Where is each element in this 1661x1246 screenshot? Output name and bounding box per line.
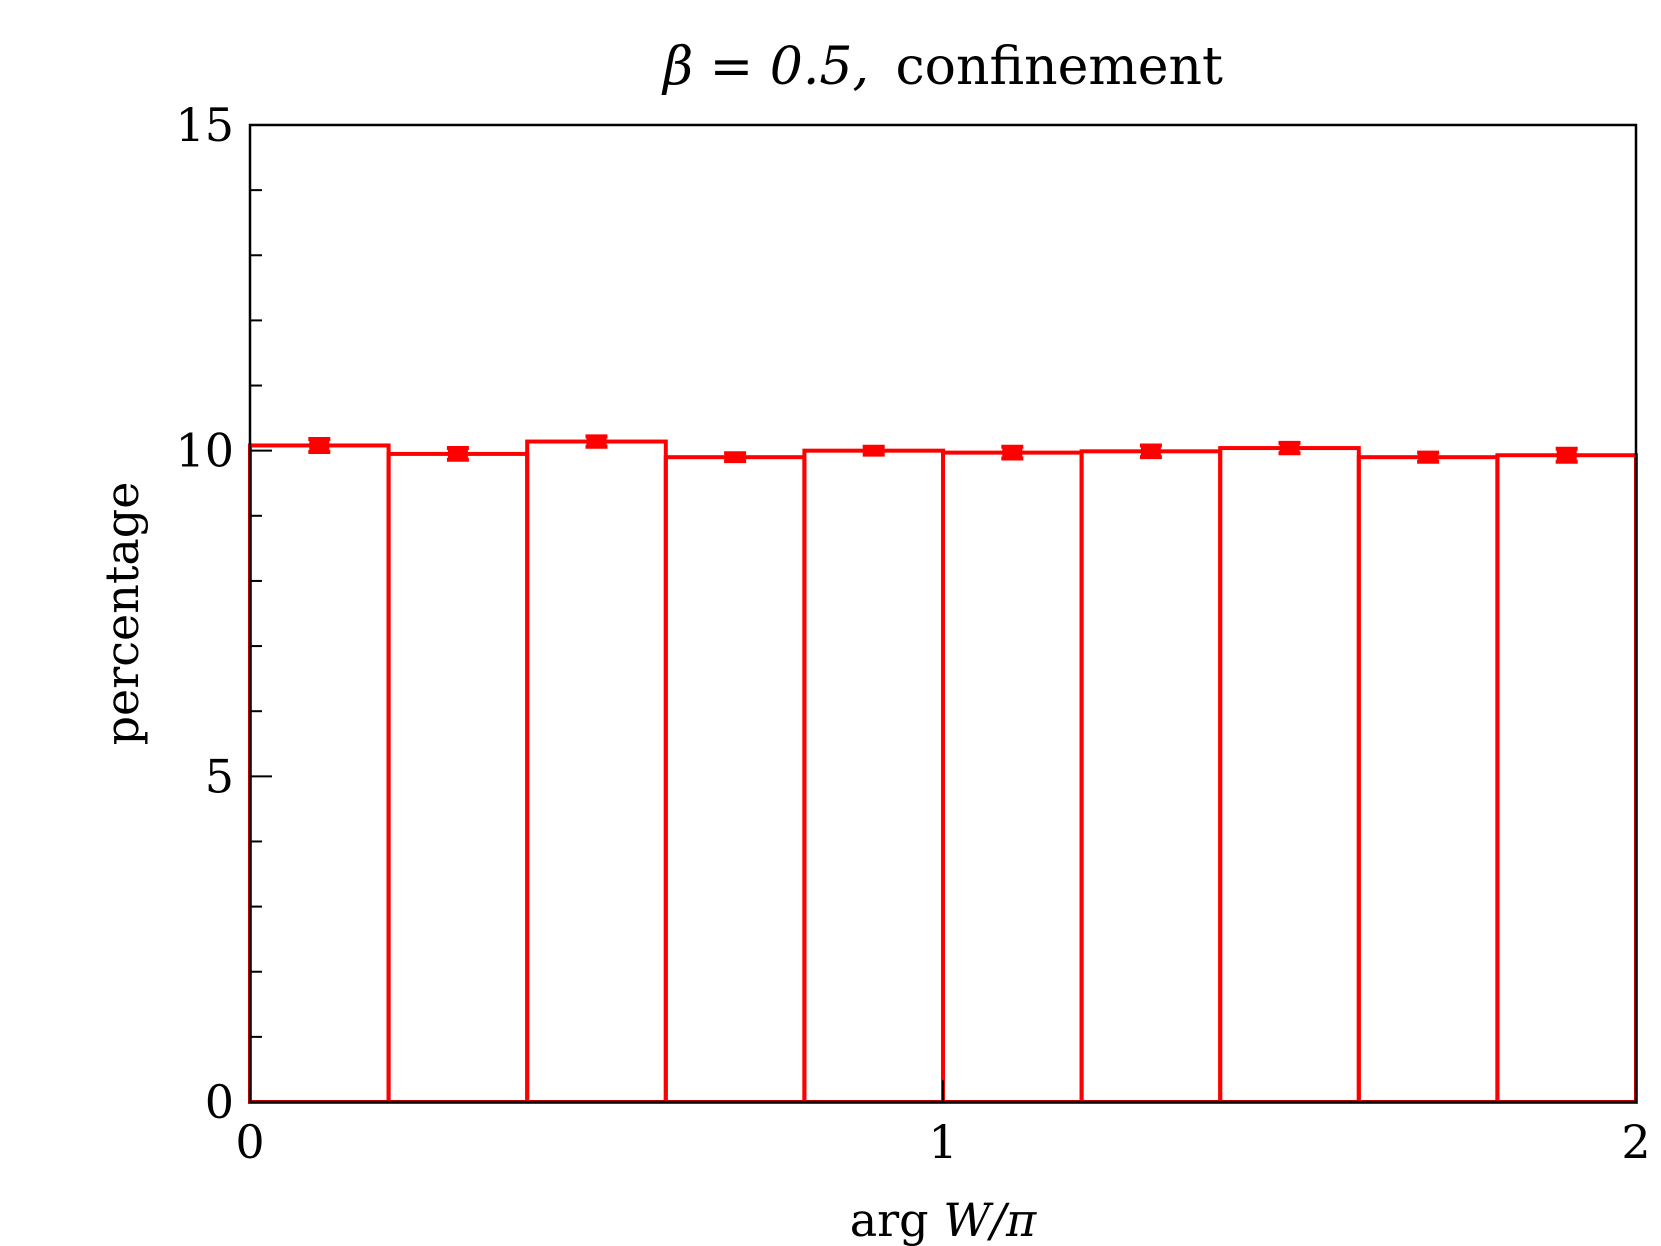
y-tick-label: 10 [175,424,234,478]
histogram-bar [663,455,807,1104]
data-point [1556,450,1577,461]
x-tick-label: 2 [1621,1115,1650,1169]
data-point [725,452,746,463]
data-point [1418,452,1439,463]
x-axis-label-math: W/π [943,1193,1037,1246]
data-point [1002,447,1023,458]
data-point [309,440,330,451]
data-point [1140,446,1161,457]
y-axis-label: percentage [95,482,149,746]
histogram-bar [525,439,668,1105]
histogram-bar [941,450,1084,1104]
y-tick-label: 0 [205,1075,234,1129]
error-bar [1555,446,1578,464]
data-point [447,448,468,459]
error-bar [1278,440,1301,456]
x-axis-label-prefix: arg [850,1193,929,1246]
tick-labels-layer: 0 5 10 15 0 1 2 [175,98,1650,1169]
error-bar [1417,450,1440,464]
histogram-bar [248,443,391,1104]
x-tick-label: 0 [235,1115,264,1169]
error-bar [1139,443,1162,460]
error-bar [862,444,885,457]
plot-frame [248,123,1638,1104]
histogram-bar [1495,453,1639,1104]
error-bars-layer [308,434,1578,464]
error-bar [1001,444,1024,461]
chart-title: β = 0.5, confinement [661,37,1223,97]
x-axis-label: arg W/π [850,1193,1037,1246]
chart-title-math: β = 0.5, [661,37,869,97]
histogram-bar [1079,449,1223,1104]
data-point [1279,443,1300,454]
x-tick-label: 1 [928,1115,957,1169]
error-bar [724,451,747,464]
error-bar [446,446,469,462]
error-bar [308,436,331,454]
y-tick-label: 5 [205,749,234,803]
histogram-bar [1218,446,1361,1104]
error-bar [585,434,608,449]
chart-title-text: confinement [896,37,1223,97]
data-point [863,445,884,456]
histogram-bar [386,451,530,1104]
y-tick-label: 15 [175,98,234,152]
bars-layer [248,439,1639,1105]
histogram-bar [1356,455,1500,1104]
histogram-bar [802,448,946,1104]
data-point [586,436,607,447]
